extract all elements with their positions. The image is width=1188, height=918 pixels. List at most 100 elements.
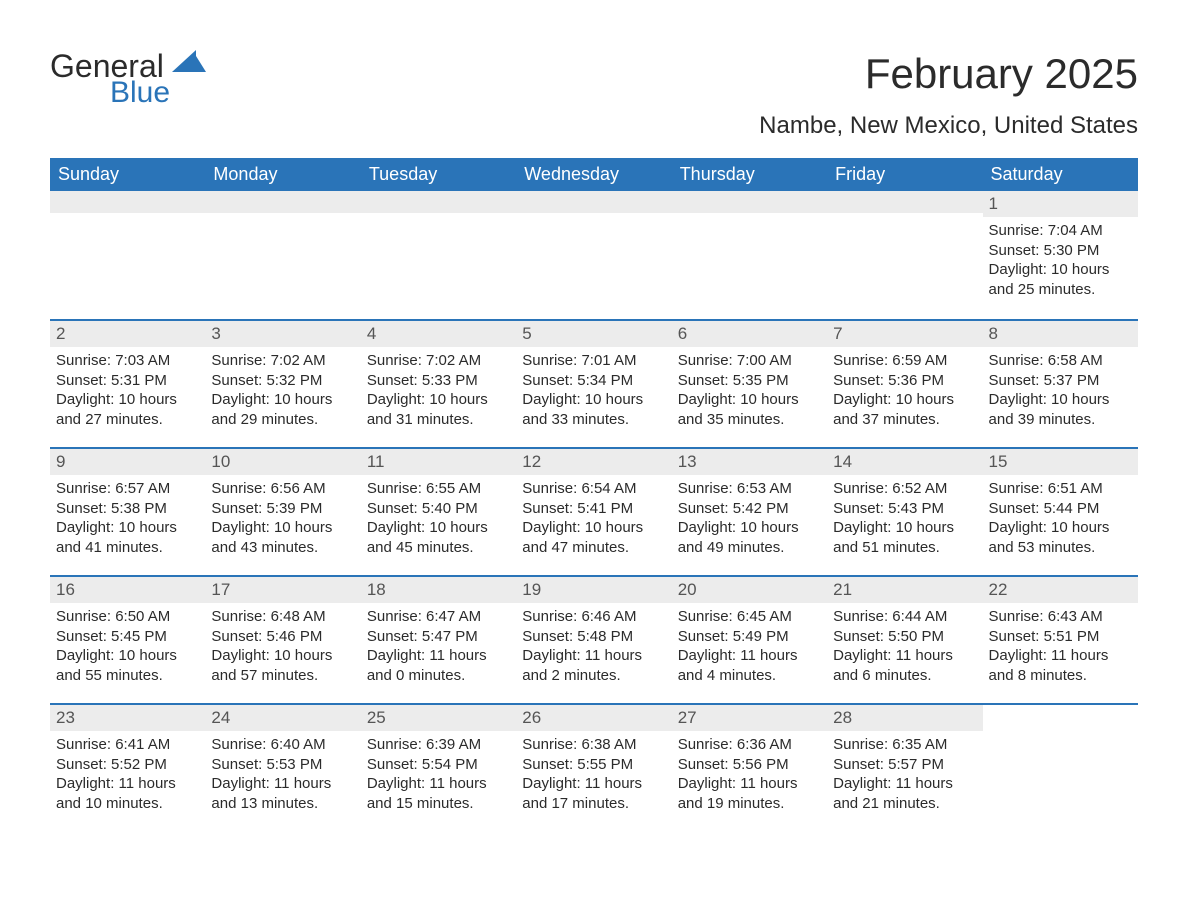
day-cell: 5Sunrise: 7:01 AMSunset: 5:34 PMDaylight… [516, 321, 671, 447]
daylight-line: Daylight: 10 hours and 33 minutes. [522, 390, 665, 429]
day-cell: 25Sunrise: 6:39 AMSunset: 5:54 PMDayligh… [361, 705, 516, 831]
sunset-line: Sunset: 5:39 PM [211, 499, 354, 519]
day-cell: 12Sunrise: 6:54 AMSunset: 5:41 PMDayligh… [516, 449, 671, 575]
day-number: 27 [672, 705, 827, 731]
daylight-line: Daylight: 10 hours and 35 minutes. [678, 390, 821, 429]
dow-wednesday: Wednesday [516, 158, 671, 191]
day-cell: 24Sunrise: 6:40 AMSunset: 5:53 PMDayligh… [205, 705, 360, 831]
day-number: 16 [50, 577, 205, 603]
empty-cell [827, 191, 982, 319]
sunset-line: Sunset: 5:42 PM [678, 499, 821, 519]
daylight-line: Daylight: 11 hours and 10 minutes. [56, 774, 199, 813]
calendar: SundayMondayTuesdayWednesdayThursdayFrid… [50, 158, 1138, 831]
logo: General Blue [50, 50, 206, 108]
day-cell: 27Sunrise: 6:36 AMSunset: 5:56 PMDayligh… [672, 705, 827, 831]
sunset-line: Sunset: 5:44 PM [989, 499, 1132, 519]
sunset-line: Sunset: 5:52 PM [56, 755, 199, 775]
day-cell: 1Sunrise: 7:04 AMSunset: 5:30 PMDaylight… [983, 191, 1138, 319]
day-cell: 23 Sunrise: 6:41 AMSunset: 5:52 PMDayligh… [50, 705, 205, 831]
sunrise-line: Sunrise: 6:46 AM [522, 607, 665, 627]
dow-monday: Monday [205, 158, 360, 191]
logo-mark-icon [172, 50, 206, 78]
logo-line2: Blue [110, 78, 170, 108]
empty-cell [983, 705, 1138, 831]
day-number: 25 [361, 705, 516, 731]
sunset-line: Sunset: 5:48 PM [522, 627, 665, 647]
daylight-line: Daylight: 11 hours and 17 minutes. [522, 774, 665, 813]
sunrise-line: Sunrise: 7:03 AM [56, 351, 199, 371]
daylight-line: Daylight: 10 hours and 27 minutes. [56, 390, 199, 429]
day-cell: 7Sunrise: 6:59 AMSunset: 5:36 PMDaylight… [827, 321, 982, 447]
empty-cell [205, 191, 360, 319]
week-row: 16Sunrise: 6:50 AMSunset: 5:45 PMDayligh… [50, 575, 1138, 703]
day-cell: 17Sunrise: 6:48 AMSunset: 5:46 PMDayligh… [205, 577, 360, 703]
day-number: 14 [827, 449, 982, 475]
daylight-line: Daylight: 10 hours and 53 minutes. [989, 518, 1132, 557]
location: Nambe, New Mexico, United States [759, 112, 1138, 140]
day-number [361, 191, 516, 213]
day-number: 8 [983, 321, 1138, 347]
dow-friday: Friday [827, 158, 982, 191]
daylight-line: Daylight: 10 hours and 39 minutes. [989, 390, 1132, 429]
day-cell: 2Sunrise: 7:03 AMSunset: 5:31 PMDaylight… [50, 321, 205, 447]
daylight-line: Daylight: 10 hours and 37 minutes. [833, 390, 976, 429]
daylight-line: Daylight: 10 hours and 57 minutes. [211, 646, 354, 685]
day-number: 22 [983, 577, 1138, 603]
sunset-line: Sunset: 5:30 PM [989, 241, 1132, 261]
sunrise-line: Sunrise: 6:59 AM [833, 351, 976, 371]
sunrise-line: Sunrise: 6:35 AM [833, 735, 976, 755]
daylight-line: Daylight: 10 hours and 55 minutes. [56, 646, 199, 685]
day-number: 11 [361, 449, 516, 475]
dow-tuesday: Tuesday [361, 158, 516, 191]
day-cell: 20Sunrise: 6:45 AMSunset: 5:49 PMDayligh… [672, 577, 827, 703]
day-number: 20 [672, 577, 827, 603]
day-number: 23 [50, 705, 205, 731]
sunrise-line: Sunrise: 6:36 AM [678, 735, 821, 755]
daylight-line: Daylight: 10 hours and 49 minutes. [678, 518, 821, 557]
sunset-line: Sunset: 5:43 PM [833, 499, 976, 519]
sunset-line: Sunset: 5:36 PM [833, 371, 976, 391]
daylight-line: Daylight: 10 hours and 31 minutes. [367, 390, 510, 429]
empty-cell [361, 191, 516, 319]
dow-row: SundayMondayTuesdayWednesdayThursdayFrid… [50, 158, 1138, 191]
sunset-line: Sunset: 5:45 PM [56, 627, 199, 647]
daylight-line: Daylight: 10 hours and 43 minutes. [211, 518, 354, 557]
day-number [516, 191, 671, 213]
dow-saturday: Saturday [983, 158, 1138, 191]
day-cell: 19Sunrise: 6:46 AMSunset: 5:48 PMDayligh… [516, 577, 671, 703]
daylight-line: Daylight: 11 hours and 13 minutes. [211, 774, 354, 813]
sunrise-line: Sunrise: 6:53 AM [678, 479, 821, 499]
day-number: 10 [205, 449, 360, 475]
empty-cell [516, 191, 671, 319]
day-number [983, 705, 1138, 727]
sunrise-line: Sunrise: 6:54 AM [522, 479, 665, 499]
daylight-line: Daylight: 10 hours and 45 minutes. [367, 518, 510, 557]
day-number: 18 [361, 577, 516, 603]
day-number: 9 [50, 449, 205, 475]
sunset-line: Sunset: 5:33 PM [367, 371, 510, 391]
month-title: February 2025 [759, 50, 1138, 98]
sunrise-line: Sunrise: 6:50 AM [56, 607, 199, 627]
sunset-line: Sunset: 5:37 PM [989, 371, 1132, 391]
sunrise-line: Sunrise: 6:51 AM [989, 479, 1132, 499]
sunrise-line: Sunrise: 6:55 AM [367, 479, 510, 499]
daylight-line: Daylight: 11 hours and 4 minutes. [678, 646, 821, 685]
dow-sunday: Sunday [50, 158, 205, 191]
day-cell: 14Sunrise: 6:52 AMSunset: 5:43 PMDayligh… [827, 449, 982, 575]
sunrise-line: Sunrise: 6:40 AM [211, 735, 354, 755]
daylight-line: Daylight: 11 hours and 19 minutes. [678, 774, 821, 813]
day-number: 6 [672, 321, 827, 347]
sunrise-line: Sunrise: 6:45 AM [678, 607, 821, 627]
sunset-line: Sunset: 5:47 PM [367, 627, 510, 647]
day-number: 5 [516, 321, 671, 347]
sunrise-line: Sunrise: 6:44 AM [833, 607, 976, 627]
day-number [205, 191, 360, 213]
sunrise-line: Sunrise: 6:56 AM [211, 479, 354, 499]
day-number: 12 [516, 449, 671, 475]
sunrise-line: Sunrise: 7:00 AM [678, 351, 821, 371]
daylight-line: Daylight: 10 hours and 29 minutes. [211, 390, 354, 429]
day-cell: 22Sunrise: 6:43 AMSunset: 5:51 PMDayligh… [983, 577, 1138, 703]
day-cell: 18Sunrise: 6:47 AMSunset: 5:47 PMDayligh… [361, 577, 516, 703]
sunrise-line: Sunrise: 6:41 AM [56, 735, 199, 755]
sunset-line: Sunset: 5:41 PM [522, 499, 665, 519]
